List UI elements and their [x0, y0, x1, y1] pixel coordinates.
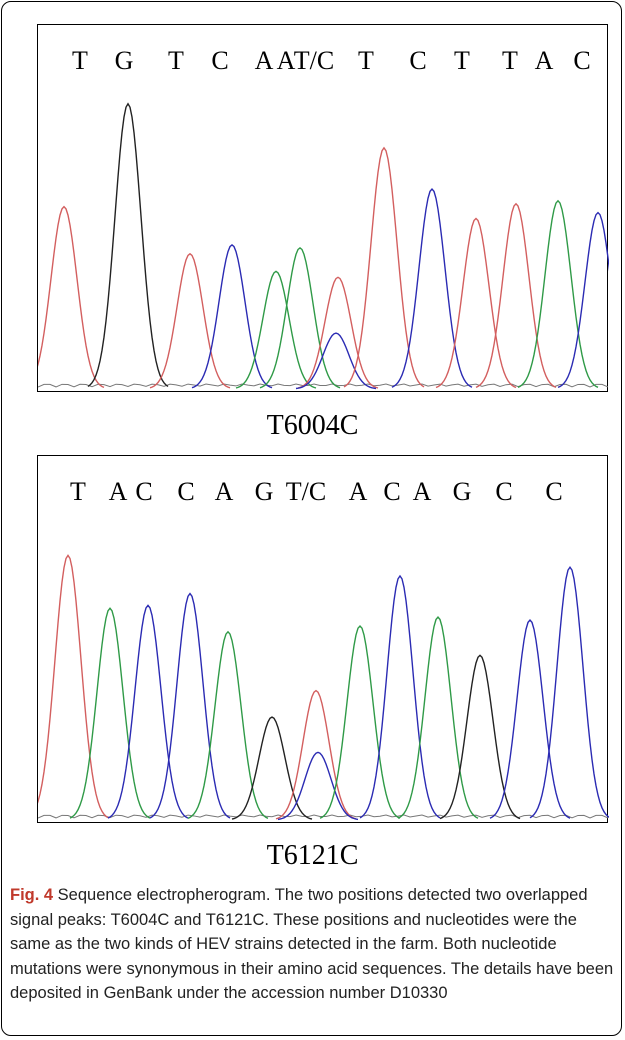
- trace-peak-a: [397, 616, 479, 819]
- electropherogram-1: T G T C A AT/C T C T T A C: [38, 46, 609, 390]
- base-call-letter: T/C: [286, 477, 326, 506]
- base-call-letter: C: [383, 477, 400, 506]
- trace-peak-g: [231, 716, 313, 820]
- trace-peak-c: [149, 592, 231, 819]
- base-call-letter: C: [573, 46, 590, 75]
- base-call-letter: T: [72, 46, 88, 75]
- base-call-letter: C: [135, 477, 152, 506]
- trace-peak-a: [69, 607, 151, 819]
- base-call-letter: A: [255, 46, 274, 75]
- trace-peak-c: [489, 619, 571, 819]
- figure-caption-text: Sequence electropherogram. The two posit…: [10, 886, 614, 1002]
- trace-peak-t: [343, 146, 425, 388]
- base-call-letter: C: [211, 46, 228, 75]
- base-call-letter: A: [109, 477, 128, 506]
- trace-peak-c: [191, 243, 273, 389]
- trace-peak-a: [259, 247, 341, 389]
- trace-peak-c: [359, 574, 441, 819]
- trace-peak-g: [439, 654, 521, 820]
- trace-peak-t: [38, 205, 105, 389]
- trace-baseline: [38, 383, 609, 388]
- base-call-letter: C: [177, 477, 194, 506]
- base-call-letter: T: [502, 46, 518, 75]
- base-call-letter: T: [70, 477, 86, 506]
- electropherogram-2: T A C C A G T/C A C A G C C: [38, 477, 609, 821]
- trace-peak-a: [235, 270, 317, 389]
- trace-peak-a: [517, 199, 599, 388]
- base-call-letter: T/C: [294, 46, 334, 75]
- electropherogram-panel-1: T G T C A A T/C T C T T A C: [37, 24, 609, 392]
- trace-peak-c: [557, 211, 609, 389]
- base-call-letter: C: [545, 477, 562, 506]
- trace-peak-t: [297, 276, 379, 389]
- trace-peak-a: [187, 630, 269, 819]
- electropherogram-panel-2: T A C C A G T/C A C A G C C: [37, 455, 609, 823]
- trace-peak-t: [38, 554, 109, 819]
- base-call-letter: A: [535, 46, 554, 75]
- panel-label-1: T6004C: [266, 410, 359, 441]
- trace-peak-a: [319, 624, 401, 819]
- base-call-letter: G: [255, 477, 274, 506]
- trace-peak-c: [107, 604, 189, 819]
- trace-peak-g: [87, 102, 169, 388]
- base-call-letter: A: [349, 477, 368, 506]
- panel-label-2: T6121C: [266, 840, 359, 871]
- trace-peak-t: [435, 217, 517, 389]
- trace-peak-c: [277, 751, 359, 821]
- base-call-letter: A: [215, 477, 234, 506]
- trace-peak-c: [391, 188, 473, 388]
- trace-peak-c: [529, 565, 609, 819]
- base-call-letter: G: [453, 477, 472, 506]
- base-call-letter: A: [277, 46, 296, 75]
- figure-caption: Fig. 4 Sequence electropherogram. The tw…: [10, 883, 615, 1006]
- base-call-letter: C: [409, 46, 426, 75]
- base-call-letter: C: [495, 477, 512, 506]
- base-call-letter: T: [454, 46, 470, 75]
- trace-peak-t: [475, 202, 557, 389]
- trace-peak-t: [275, 689, 357, 820]
- trace-peak-t: [149, 252, 231, 389]
- trace-peak-c: [295, 332, 377, 390]
- figure-number: Fig. 4: [10, 886, 54, 904]
- base-call-letter: T: [168, 46, 184, 75]
- base-call-letter: G: [115, 46, 134, 75]
- base-call-letter: T: [358, 46, 374, 75]
- base-call-letter: A: [413, 477, 432, 506]
